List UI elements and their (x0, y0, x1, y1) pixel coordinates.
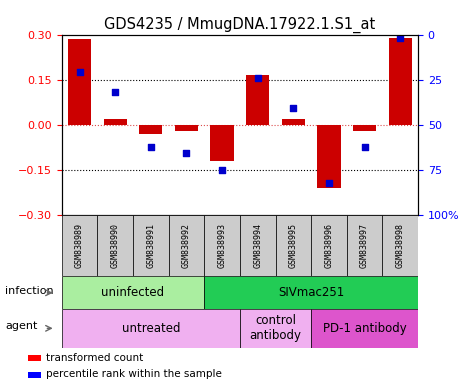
Bar (311, 215, 347, 276)
Text: GSM838989: GSM838989 (75, 223, 84, 268)
Bar (382, 215, 418, 276)
Bar (353, 125, 376, 131)
Bar (347, 215, 382, 276)
Text: SIVmac251: SIVmac251 (278, 286, 344, 299)
Text: infection: infection (5, 286, 54, 296)
Bar (317, 125, 341, 188)
Bar (104, 119, 127, 125)
Point (76, 69, 84, 75)
Bar (62, 276, 204, 309)
Text: control
antibody: control antibody (249, 314, 302, 342)
Text: GSM838995: GSM838995 (289, 223, 298, 268)
Point (361, 144, 369, 151)
Text: transformed count: transformed count (46, 353, 143, 363)
Bar (240, 309, 311, 348)
Bar (175, 125, 198, 131)
Bar (276, 215, 311, 276)
Text: GSM838992: GSM838992 (182, 223, 191, 268)
Bar (139, 125, 162, 134)
Bar (204, 276, 418, 309)
Text: uninfected: uninfected (102, 286, 164, 299)
Bar (311, 309, 418, 348)
Title: GDS4235 / MmugDNA.17922.1.S1_at: GDS4235 / MmugDNA.17922.1.S1_at (104, 17, 376, 33)
Bar (133, 215, 169, 276)
Text: GSM838994: GSM838994 (253, 223, 262, 268)
Text: GSM838996: GSM838996 (324, 223, 333, 268)
Point (147, 144, 155, 151)
Point (182, 150, 190, 156)
Bar (62, 309, 240, 348)
Point (325, 180, 332, 187)
Point (396, 35, 404, 41)
Point (289, 105, 297, 111)
Bar (28, 355, 41, 361)
Point (218, 167, 226, 173)
Text: GSM838990: GSM838990 (111, 223, 120, 268)
Bar (210, 125, 234, 161)
Bar (68, 39, 91, 125)
Point (111, 89, 119, 95)
Bar (240, 215, 276, 276)
Bar (62, 215, 97, 276)
Bar (246, 75, 269, 125)
Text: GSM838993: GSM838993 (218, 223, 227, 268)
Text: GSM838991: GSM838991 (146, 223, 155, 268)
Text: GSM838998: GSM838998 (396, 223, 405, 268)
Point (254, 75, 261, 81)
Bar (204, 215, 240, 276)
Bar (97, 215, 133, 276)
Bar (389, 38, 412, 125)
Text: GSM838997: GSM838997 (360, 223, 369, 268)
Bar (169, 215, 204, 276)
Bar (282, 119, 305, 125)
Text: percentile rank within the sample: percentile rank within the sample (46, 369, 222, 379)
Text: agent: agent (5, 321, 38, 331)
Text: untreated: untreated (122, 322, 180, 335)
Bar (28, 372, 41, 377)
Text: PD-1 antibody: PD-1 antibody (323, 322, 407, 335)
